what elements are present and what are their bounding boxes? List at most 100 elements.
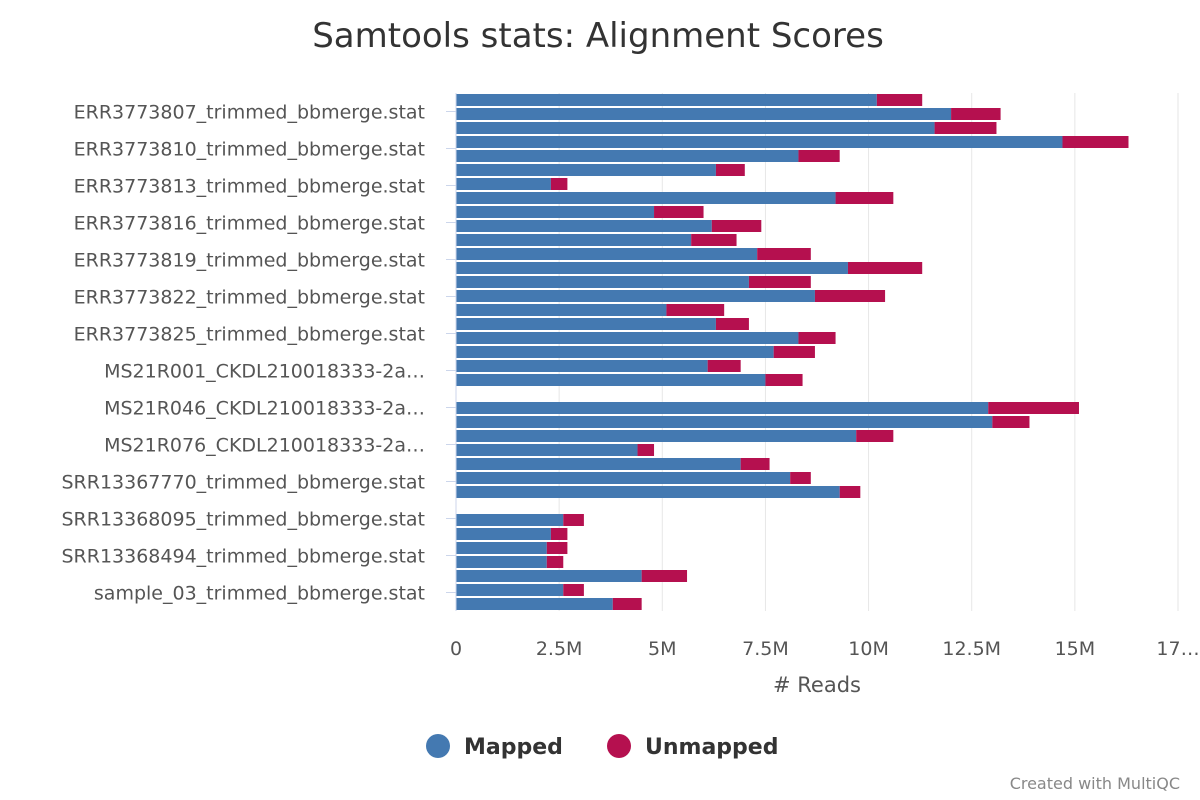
bar-mapped-36[interactable] [456,598,613,610]
bar-mapped-22[interactable] [456,402,989,414]
bar-unmapped-31[interactable] [550,528,568,540]
bar-mapped-0[interactable] [456,94,877,106]
bar-mapped-8[interactable] [456,206,655,218]
bar-mapped-14[interactable] [456,290,815,302]
bar-mapped-25[interactable] [456,444,638,456]
axes [446,93,457,611]
bar-unmapped-17[interactable] [798,332,836,344]
bar-mapped-11[interactable] [456,248,758,260]
legend-label-unmapped: Unmapped [645,735,778,760]
x-tick-label-7: 17… [1156,638,1199,660]
bar-unmapped-8[interactable] [654,206,704,218]
bar-unmapped-10[interactable] [691,234,737,246]
x-tick-label-5: 12.5M [942,638,1001,660]
x-tick-label-1: 2.5M [536,638,583,660]
bar-mapped-31[interactable] [456,528,551,540]
bar-mapped-15[interactable] [456,304,667,316]
bar-mapped-34[interactable] [456,570,642,582]
bar-unmapped-25[interactable] [637,444,655,456]
bar-unmapped-16[interactable] [715,318,749,330]
bar-unmapped-20[interactable] [765,374,803,386]
bar-mapped-18[interactable] [456,346,774,358]
bar-unmapped-11[interactable] [757,248,811,260]
bar-unmapped-14[interactable] [814,290,886,302]
y-tick-label-11: SRR13368095_trimmed_bbmerge.stat [61,509,425,531]
bar-unmapped-24[interactable] [856,430,894,442]
bar-mapped-4[interactable] [456,150,799,162]
bar-mapped-10[interactable] [456,234,692,246]
bar-unmapped-1[interactable] [951,108,1001,120]
bar-mapped-12[interactable] [456,262,848,274]
legend-item-mapped[interactable]: Mapped [426,734,563,760]
bar-unmapped-13[interactable] [748,276,811,288]
x-tick-label-2: 5M [648,638,676,660]
bar-mapped-6[interactable] [456,178,551,190]
bar-mapped-24[interactable] [456,430,857,442]
bar-mapped-28[interactable] [456,486,840,498]
bar-unmapped-30[interactable] [563,514,584,526]
bar-unmapped-36[interactable] [612,598,642,610]
legend-label-mapped: Mapped [464,735,563,760]
y-tick-label-13: sample_03_trimmed_bbmerge.stat [94,583,425,605]
bar-unmapped-5[interactable] [715,164,745,176]
bar-unmapped-18[interactable] [773,346,815,358]
bar-unmapped-26[interactable] [740,458,770,470]
bar-mapped-1[interactable] [456,108,952,120]
bar-mapped-3[interactable] [456,136,1063,148]
bar-mapped-16[interactable] [456,318,716,330]
bar-mapped-23[interactable] [456,416,993,428]
y-tick-label-0: ERR3773807_trimmed_bbmerge.stat [74,102,425,124]
y-tick-labels: ERR3773807_trimmed_bbmerge.stat ERR377381… [61,102,425,605]
legend-item-unmapped[interactable]: Unmapped [607,734,778,760]
y-tick-label-9: MS21R076_CKDL210018333-2a… [104,435,425,457]
bar-mapped-30[interactable] [456,514,564,526]
y-tick-label-2: ERR3773813_trimmed_bbmerge.stat [74,176,425,198]
bar-unmapped-27[interactable] [790,472,811,484]
x-tick-labels: 0 2.5M 5M 7.5M 10M 12.5M 15M 17… [450,638,1200,660]
bar-mapped-7[interactable] [456,192,836,204]
bar-mapped-32[interactable] [456,542,547,554]
bar-mapped-13[interactable] [456,276,749,288]
legend-marker-mapped [426,734,450,758]
bar-unmapped-7[interactable] [835,192,894,204]
bar-mapped-27[interactable] [456,472,791,484]
bar-unmapped-32[interactable] [546,542,568,554]
bar-unmapped-15[interactable] [666,304,725,316]
y-tick-label-5: ERR3773822_trimmed_bbmerge.stat [74,287,425,309]
bar-unmapped-22[interactable] [988,402,1079,414]
y-tick-label-4: ERR3773819_trimmed_bbmerge.stat [74,250,425,272]
bar-unmapped-19[interactable] [707,360,741,372]
bars [456,94,1129,610]
bar-unmapped-9[interactable] [711,220,762,232]
bar-unmapped-33[interactable] [546,556,564,568]
y-tick-label-8: MS21R046_CKDL210018333-2a… [104,398,425,420]
bar-unmapped-23[interactable] [992,416,1030,428]
bar-unmapped-0[interactable] [876,94,923,106]
bar-mapped-35[interactable] [456,584,564,596]
bar-unmapped-3[interactable] [1062,136,1129,148]
x-tick-label-4: 10M [848,638,889,660]
x-tick-label-0: 0 [450,638,462,660]
bar-mapped-5[interactable] [456,164,716,176]
x-tick-label-6: 15M [1055,638,1096,660]
bar-unmapped-28[interactable] [839,486,861,498]
bar-mapped-19[interactable] [456,360,708,372]
bar-unmapped-35[interactable] [563,584,584,596]
y-tick-label-3: ERR3773816_trimmed_bbmerge.stat [74,213,425,235]
y-tick-label-10: SRR13367770_trimmed_bbmerge.stat [61,472,425,494]
bar-mapped-2[interactable] [456,122,935,134]
bar-mapped-17[interactable] [456,332,799,344]
bar-mapped-20[interactable] [456,374,766,386]
bar-unmapped-12[interactable] [847,262,923,274]
bar-unmapped-4[interactable] [798,150,840,162]
bar-mapped-9[interactable] [456,220,712,232]
y-tick-label-7: MS21R001_CKDL210018333-2a… [104,361,425,383]
bar-unmapped-2[interactable] [934,122,997,134]
bar-unmapped-6[interactable] [550,178,568,190]
bar-mapped-33[interactable] [456,556,547,568]
bar-mapped-26[interactable] [456,458,741,470]
x-tick-label-3: 7.5M [742,638,789,660]
y-tick-label-1: ERR3773810_trimmed_bbmerge.stat [74,139,425,161]
bar-unmapped-34[interactable] [641,570,688,582]
